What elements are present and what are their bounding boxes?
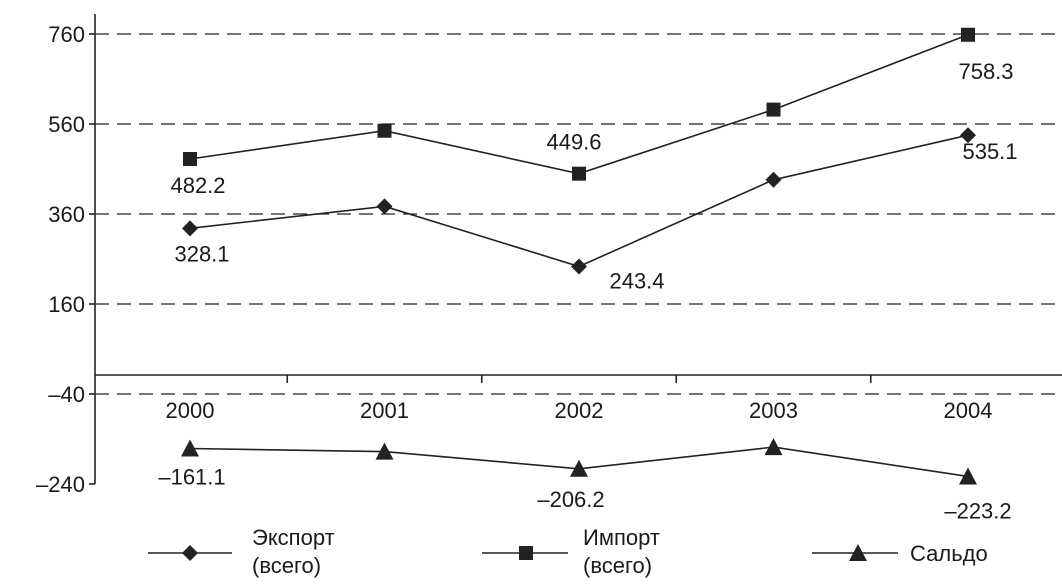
import-data-label: 482.2 bbox=[170, 173, 225, 198]
y-tick-label: –40 bbox=[48, 382, 85, 407]
saldo-data-label: –206.2 bbox=[537, 487, 604, 512]
legend-item-import: Импорт (всего) bbox=[482, 525, 660, 578]
export-point bbox=[960, 127, 976, 144]
export-data-label: 328.1 bbox=[174, 241, 229, 266]
y-tick-label: 160 bbox=[48, 292, 85, 317]
y-tick-label: 360 bbox=[48, 202, 85, 227]
export-point bbox=[182, 220, 198, 237]
export-line bbox=[189, 134, 969, 268]
export-point bbox=[765, 171, 782, 188]
legend-saldo-label: Сальдо bbox=[910, 541, 988, 566]
x-tick-label: 2003 bbox=[749, 398, 798, 423]
saldo-point bbox=[959, 467, 977, 485]
y-axis-tick-labels: –240 –40 160 360 560 760 bbox=[36, 22, 85, 497]
series-group bbox=[181, 27, 977, 485]
legend-item-export: Экспорт (всего) bbox=[148, 525, 335, 578]
legend-import-label: (всего) bbox=[583, 553, 652, 578]
saldo-point bbox=[764, 438, 783, 456]
import-point bbox=[377, 123, 392, 138]
import-data-label: 449.6 bbox=[546, 130, 601, 155]
x-tick-label: 2002 bbox=[555, 398, 604, 423]
x-tick-label: 2004 bbox=[944, 398, 993, 423]
y-tick-label: 560 bbox=[48, 112, 85, 137]
export-data-label: 243.4 bbox=[609, 268, 664, 293]
x-tick-label: 2000 bbox=[166, 398, 215, 423]
import-point bbox=[961, 27, 975, 42]
legend-import-marker bbox=[519, 546, 533, 560]
import-point bbox=[766, 102, 781, 117]
export-point bbox=[376, 198, 393, 215]
x-tick-label: 2001 bbox=[360, 398, 409, 423]
y-tick-label: –240 bbox=[36, 472, 85, 497]
legend-export-label: Экспорт bbox=[252, 525, 335, 550]
import-point bbox=[183, 152, 197, 167]
export-data-label: 535.1 bbox=[962, 139, 1017, 164]
legend-import-label: Импорт bbox=[583, 525, 660, 550]
saldo-data-label: –161.1 bbox=[158, 464, 225, 489]
legend-export-marker bbox=[182, 545, 198, 561]
x-axis-tick-labels: 2000 2001 2002 2003 2004 bbox=[166, 398, 993, 423]
saldo-point bbox=[375, 442, 394, 460]
data-labels: 328.1 243.4 535.1 482.2 449.6 758.3 –161.1 –206… bbox=[158, 59, 1017, 524]
import-data-label: 758.3 bbox=[958, 59, 1013, 84]
export-point bbox=[571, 258, 587, 275]
saldo-point bbox=[181, 439, 199, 457]
saldo-data-label: –223.2 bbox=[944, 498, 1011, 523]
legend-saldo-marker bbox=[849, 544, 867, 561]
legend: Экспорт (всего) Импорт (всего) Сальдо bbox=[148, 525, 988, 578]
axes bbox=[89, 14, 1062, 485]
import-point bbox=[572, 166, 586, 181]
legend-export-label: (всего) bbox=[252, 553, 321, 578]
saldo-point bbox=[570, 459, 588, 477]
grid-lines bbox=[95, 33, 1062, 395]
legend-item-saldo: Сальдо bbox=[812, 541, 988, 566]
y-tick-label: 760 bbox=[48, 22, 85, 47]
